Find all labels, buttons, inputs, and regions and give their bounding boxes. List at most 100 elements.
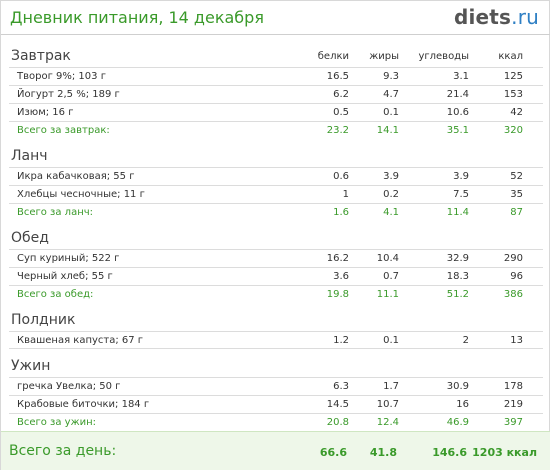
food-carbs: 3.9 (453, 171, 469, 182)
food-row[interactable]: Суп куриный; 522 г 16.2 10.4 32.9 290 (9, 249, 543, 267)
logo-main: diets (453, 5, 512, 29)
meal-title: Обед (11, 230, 49, 246)
food-name: Суп куриный; 522 г (17, 253, 120, 264)
site-logo[interactable]: diets.ru (454, 5, 539, 29)
food-carbs: 32.9 (446, 253, 469, 264)
meal-total-label: Всего за ланч: (17, 207, 94, 218)
meal-total-row: Всего за ужин: 20.8 12.4 46.9 397 (9, 413, 543, 431)
food-kcal: 13 (510, 335, 523, 346)
food-kcal: 153 (503, 89, 523, 100)
food-kcal: 290 (503, 253, 523, 264)
food-row[interactable]: Хлебцы чесночные; 11 г 1 0.2 7.5 35 (9, 185, 543, 203)
total-carbs: 46.9 (446, 417, 469, 428)
food-name: Черный хлеб; 55 г (17, 271, 113, 282)
total-carbs: 51.2 (446, 289, 469, 300)
total-protein: 23.2 (326, 125, 349, 136)
col-kcal-header: ккал (498, 51, 523, 62)
total-protein: 19.8 (326, 289, 349, 300)
food-fat: 0.7 (383, 271, 399, 282)
total-fat: 12.4 (376, 417, 399, 428)
food-kcal: 52 (510, 171, 523, 182)
food-protein: 6.3 (333, 381, 349, 392)
total-fat: 11.1 (376, 289, 399, 300)
meal-header-dinner: Обед (9, 227, 543, 249)
meal-title: Ужин (11, 358, 51, 374)
day-total-bar: Всего за день: 66.6 41.8 146.6 1203 ккал (1, 431, 550, 470)
food-fat: 10.4 (376, 253, 399, 264)
food-kcal: 96 (510, 271, 523, 282)
food-fat: 1.7 (383, 381, 399, 392)
food-row[interactable]: Йогурт 2,5 %; 189 г 6.2 4.7 21.4 153 (9, 85, 543, 103)
total-carbs: 35.1 (446, 125, 469, 136)
food-protein: 0.6 (333, 171, 349, 182)
food-row[interactable]: Творог 9%; 103 г 16.5 9.3 3.1 125 (9, 67, 543, 85)
day-total-kcal: 1203 ккал (472, 446, 537, 459)
food-carbs: 3.1 (453, 71, 469, 82)
meal-total-row: Всего за завтрак: 23.2 14.1 35.1 320 (9, 121, 543, 139)
total-kcal: 386 (503, 289, 523, 300)
meal-total-row: Всего за ланч: 1.6 4.1 11.4 87 (9, 203, 543, 221)
col-carbs-header: углеводы (418, 51, 469, 62)
food-protein: 1 (342, 189, 349, 200)
food-kcal: 219 (503, 399, 523, 410)
food-name: Крабовые биточки; 184 г (17, 399, 150, 410)
food-fat: 0.1 (383, 335, 399, 346)
food-carbs: 2 (462, 335, 469, 346)
logo-tld: .ru (511, 5, 539, 29)
food-protein: 6.2 (333, 89, 349, 100)
day-total-fat: 41.8 (369, 446, 397, 459)
food-row[interactable]: гречка Увелка; 50 г 6.3 1.7 30.9 178 (9, 377, 543, 395)
food-carbs: 18.3 (446, 271, 469, 282)
meal-total-row: Всего за обед: 19.8 11.1 51.2 386 (9, 285, 543, 303)
meal-title: Ланч (11, 148, 48, 164)
meals-table: Завтрак белки жиры углеводы ккал Творог … (9, 45, 543, 431)
food-carbs: 7.5 (453, 189, 469, 200)
total-fat: 14.1 (376, 125, 399, 136)
meal-header-supper: Ужин (9, 355, 543, 377)
col-fat-header: жиры (369, 51, 399, 62)
food-name: Изюм; 16 г (17, 107, 74, 118)
food-protein: 3.6 (333, 271, 349, 282)
food-carbs: 10.6 (446, 107, 469, 118)
food-name: Творог 9%; 103 г (17, 71, 106, 82)
day-total-label: Всего за день: (9, 443, 117, 459)
meal-total-label: Всего за обед: (17, 289, 94, 300)
total-fat: 4.1 (383, 207, 399, 218)
food-kcal: 178 (503, 381, 523, 392)
total-carbs: 11.4 (446, 207, 469, 218)
food-row[interactable]: Изюм; 16 г 0.5 0.1 10.6 42 (9, 103, 543, 121)
meal-total-label: Всего за ужин: (17, 417, 97, 428)
food-kcal: 42 (510, 107, 523, 118)
total-kcal: 87 (510, 207, 523, 218)
food-name: Квашеная капуста; 67 г (17, 335, 144, 346)
food-fat: 4.7 (383, 89, 399, 100)
food-kcal: 35 (510, 189, 523, 200)
food-name: Йогурт 2,5 %; 189 г (17, 89, 120, 100)
food-carbs: 30.9 (446, 381, 469, 392)
food-row[interactable]: Квашеная капуста; 67 г 1.2 0.1 2 13 (9, 331, 543, 349)
food-fat: 10.7 (376, 399, 399, 410)
meal-header-snack: Полдник (9, 309, 543, 331)
food-row[interactable]: Крабовые биточки; 184 г 14.5 10.7 16 219 (9, 395, 543, 413)
total-protein: 1.6 (333, 207, 349, 218)
meal-header-lunch: Ланч (9, 145, 543, 167)
total-kcal: 397 (503, 417, 523, 428)
meal-header-breakfast: Завтрак белки жиры углеводы ккал (9, 45, 543, 67)
food-protein: 14.5 (326, 399, 349, 410)
food-row[interactable]: Икра кабачковая; 55 г 0.6 3.9 3.9 52 (9, 167, 543, 185)
day-total-carbs: 146.6 (432, 446, 467, 459)
food-fat: 0.2 (383, 189, 399, 200)
page-header: Дневник питания, 14 декабря diets.ru (1, 1, 550, 35)
meal-total-label: Всего за завтрак: (17, 125, 110, 136)
food-name: Икра кабачковая; 55 г (17, 171, 135, 182)
food-protein: 16.2 (326, 253, 349, 264)
food-fat: 9.3 (383, 71, 399, 82)
page-title: Дневник питания, 14 декабря (10, 8, 264, 27)
food-protein: 0.5 (333, 107, 349, 118)
day-total-protein: 66.6 (319, 446, 347, 459)
food-row[interactable]: Черный хлеб; 55 г 3.6 0.7 18.3 96 (9, 267, 543, 285)
food-name: Хлебцы чесночные; 11 г (17, 189, 145, 200)
food-protein: 1.2 (333, 335, 349, 346)
food-fat: 3.9 (383, 171, 399, 182)
total-kcal: 320 (503, 125, 523, 136)
